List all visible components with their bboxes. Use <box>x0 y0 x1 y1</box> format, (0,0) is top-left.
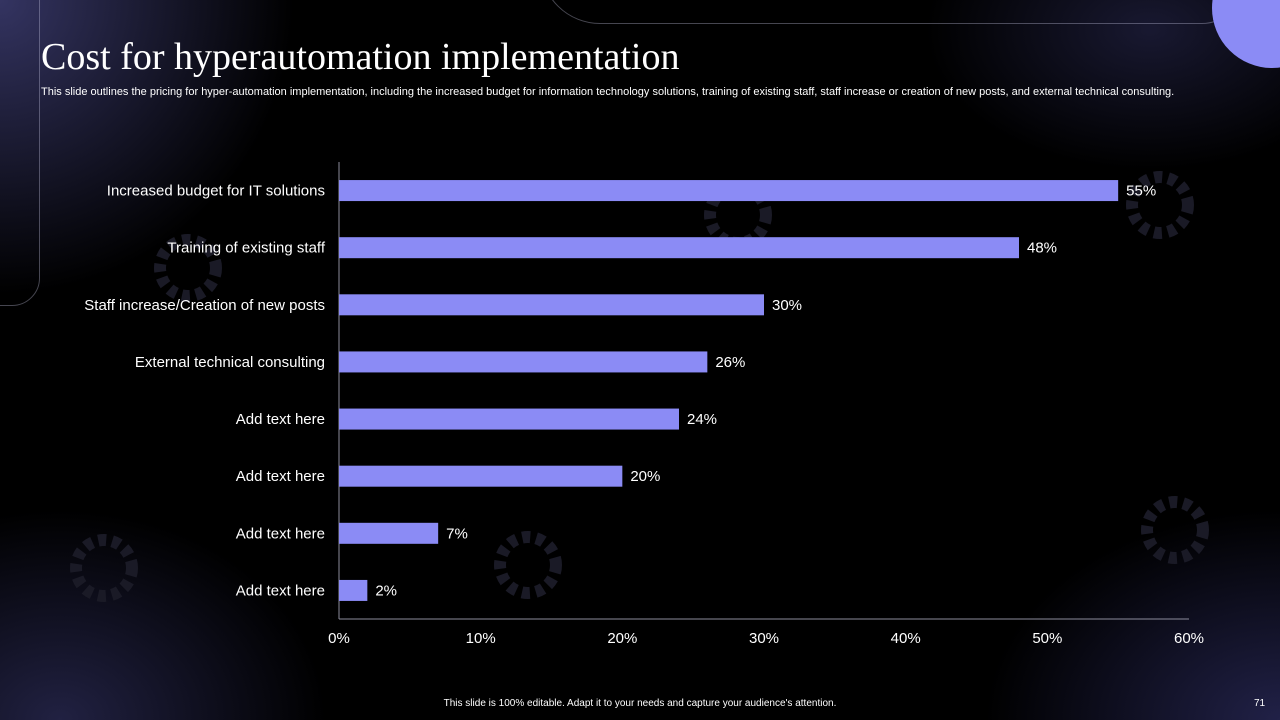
category-label-8: Add text here <box>236 582 325 599</box>
data-label-3: 30% <box>772 297 802 314</box>
category-label-7: Add text here <box>236 525 325 542</box>
category-label-1: Increased budget for IT solutions <box>107 183 325 200</box>
category-label-2: Training of existing staff <box>167 240 325 257</box>
category-label-3: Staff increase/Creation of new posts <box>84 297 325 314</box>
data-label-7: 7% <box>446 525 468 542</box>
x-tick-label-40: 40% <box>891 630 921 647</box>
data-label-5: 24% <box>687 411 717 428</box>
data-label-8: 2% <box>375 582 397 599</box>
x-tick-label-60: 60% <box>1174 630 1204 647</box>
gear-icon <box>154 234 222 302</box>
gear-icon <box>494 531 562 599</box>
data-label-6: 20% <box>630 468 660 485</box>
bar-2 <box>339 237 1019 259</box>
x-tick-label-30: 30% <box>749 630 779 647</box>
bar-1 <box>339 180 1119 202</box>
data-label-4: 26% <box>715 354 745 371</box>
data-label-1: 55% <box>1126 183 1156 200</box>
bar-5 <box>339 408 679 430</box>
bar-3 <box>339 294 764 316</box>
category-label-4: External technical consulting <box>135 354 325 371</box>
bar-7 <box>339 522 439 544</box>
x-tick-label-20: 20% <box>607 630 637 647</box>
x-tick-label-10: 10% <box>466 630 496 647</box>
bar-8 <box>339 579 368 601</box>
gear-icon <box>70 534 138 602</box>
page-title: Cost for hyperautomation implementation <box>41 36 680 78</box>
page-subtitle: This slide outlines the pricing for hype… <box>41 86 1175 98</box>
gear-icon <box>1126 171 1194 239</box>
x-tick-label-50: 50% <box>1032 630 1062 647</box>
data-label-2: 48% <box>1027 240 1057 257</box>
footer-note: This slide is 100% editable. Adapt it to… <box>443 698 837 709</box>
bar-4 <box>339 351 708 373</box>
x-tick-label-0: 0% <box>328 630 350 647</box>
category-label-6: Add text here <box>236 468 325 485</box>
bar-6 <box>339 465 623 487</box>
page-number: 71 <box>1254 698 1266 709</box>
category-label-5: Add text here <box>236 411 325 428</box>
gear-icon <box>1141 496 1209 564</box>
